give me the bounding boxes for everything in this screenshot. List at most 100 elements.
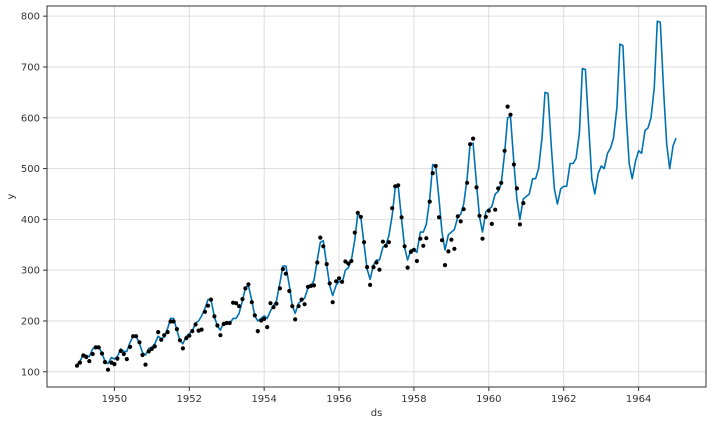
observed-point — [168, 319, 173, 324]
observed-point — [218, 333, 223, 338]
observed-point — [358, 214, 363, 219]
observed-point — [468, 142, 473, 147]
observed-point — [265, 325, 270, 330]
observed-point — [511, 162, 516, 167]
observed-point — [355, 210, 360, 215]
observed-point — [177, 338, 182, 343]
observed-point — [414, 258, 419, 264]
observed-point — [483, 214, 488, 219]
y-axis-label: y — [6, 193, 17, 199]
observed-point — [162, 333, 167, 338]
observed-point — [274, 301, 279, 306]
observed-point — [386, 240, 391, 245]
observed-point — [365, 265, 370, 270]
x-axis-label: ds — [371, 408, 383, 419]
observed-point — [521, 201, 526, 206]
observed-point — [262, 316, 267, 321]
x-tick-label: 1958 — [401, 394, 426, 405]
y-axis-ticks: 100 200 300 400 500 600 700 800 — [21, 12, 47, 378]
observed-point — [205, 303, 211, 308]
observed-point — [202, 309, 208, 314]
observed-point — [452, 246, 457, 251]
x-tick-label: 1960 — [476, 394, 501, 405]
observed-point — [180, 346, 185, 351]
observed-point — [321, 244, 326, 249]
observed-point — [280, 267, 285, 272]
observed-point — [112, 362, 117, 367]
observed-point — [190, 329, 195, 334]
observed-point — [380, 239, 385, 244]
observed-point — [249, 300, 254, 305]
observed-point — [371, 265, 376, 270]
observed-point — [471, 136, 476, 141]
observed-point — [208, 297, 214, 302]
observed-point — [237, 304, 242, 309]
x-tick-label: 1950 — [102, 394, 127, 405]
observed-point — [442, 263, 448, 268]
y-tick-label: 400 — [21, 215, 40, 226]
x-tick-label: 1962 — [551, 394, 576, 405]
observed-point — [240, 297, 245, 302]
observed-point — [362, 240, 367, 245]
observed-point — [499, 180, 504, 185]
observed-point — [87, 359, 92, 364]
observed-point — [234, 301, 239, 306]
observed-point — [271, 305, 276, 310]
observed-point — [277, 286, 282, 291]
observed-point — [517, 222, 523, 227]
observed-point — [383, 243, 388, 248]
observed-point — [399, 215, 404, 220]
x-tick-label: 1954 — [251, 394, 276, 405]
observed-point — [433, 163, 438, 169]
observed-points-layer — [74, 104, 526, 372]
observed-point — [124, 357, 129, 362]
observed-point — [461, 207, 466, 212]
observed-point — [252, 313, 257, 318]
observed-point — [496, 186, 501, 191]
observed-point — [390, 206, 395, 211]
observed-point — [330, 300, 335, 305]
observed-point — [268, 301, 273, 306]
observed-point — [184, 336, 189, 341]
observed-point — [131, 334, 136, 339]
observed-point — [439, 238, 445, 243]
observed-point — [96, 345, 101, 350]
observed-point — [327, 281, 332, 286]
observed-point — [174, 327, 179, 332]
observed-point — [311, 283, 317, 288]
observed-point — [105, 367, 111, 372]
observed-point — [374, 260, 379, 265]
observed-point — [502, 148, 507, 153]
observed-point — [140, 352, 145, 358]
observed-point — [246, 282, 251, 287]
observed-point — [334, 279, 339, 284]
x-axis-ticks: 1950 1952 1954 1956 1958 1960 1962 1964 — [102, 387, 651, 405]
observed-point — [165, 330, 170, 335]
observed-point — [152, 344, 157, 349]
observed-point — [424, 236, 429, 241]
y-tick-label: 100 — [21, 367, 40, 378]
x-tick-label: 1952 — [177, 394, 202, 405]
observed-point — [287, 288, 292, 294]
observed-point — [315, 260, 320, 265]
observed-point — [337, 276, 342, 281]
observed-point — [159, 337, 164, 342]
y-tick-label: 500 — [21, 164, 40, 175]
observed-point — [408, 249, 413, 254]
observed-point — [427, 199, 432, 204]
observed-point — [346, 261, 351, 266]
observed-point — [477, 213, 482, 218]
observed-point — [227, 320, 232, 326]
observed-point — [324, 262, 329, 267]
observed-point — [77, 360, 82, 365]
y-tick-label: 200 — [21, 316, 40, 327]
observed-point — [396, 183, 401, 188]
observed-point — [421, 243, 426, 248]
observed-point — [493, 207, 498, 212]
observed-point — [128, 344, 133, 349]
observed-point — [446, 249, 451, 254]
observed-point — [299, 297, 304, 302]
observed-point — [318, 235, 323, 240]
observed-point — [411, 247, 416, 252]
